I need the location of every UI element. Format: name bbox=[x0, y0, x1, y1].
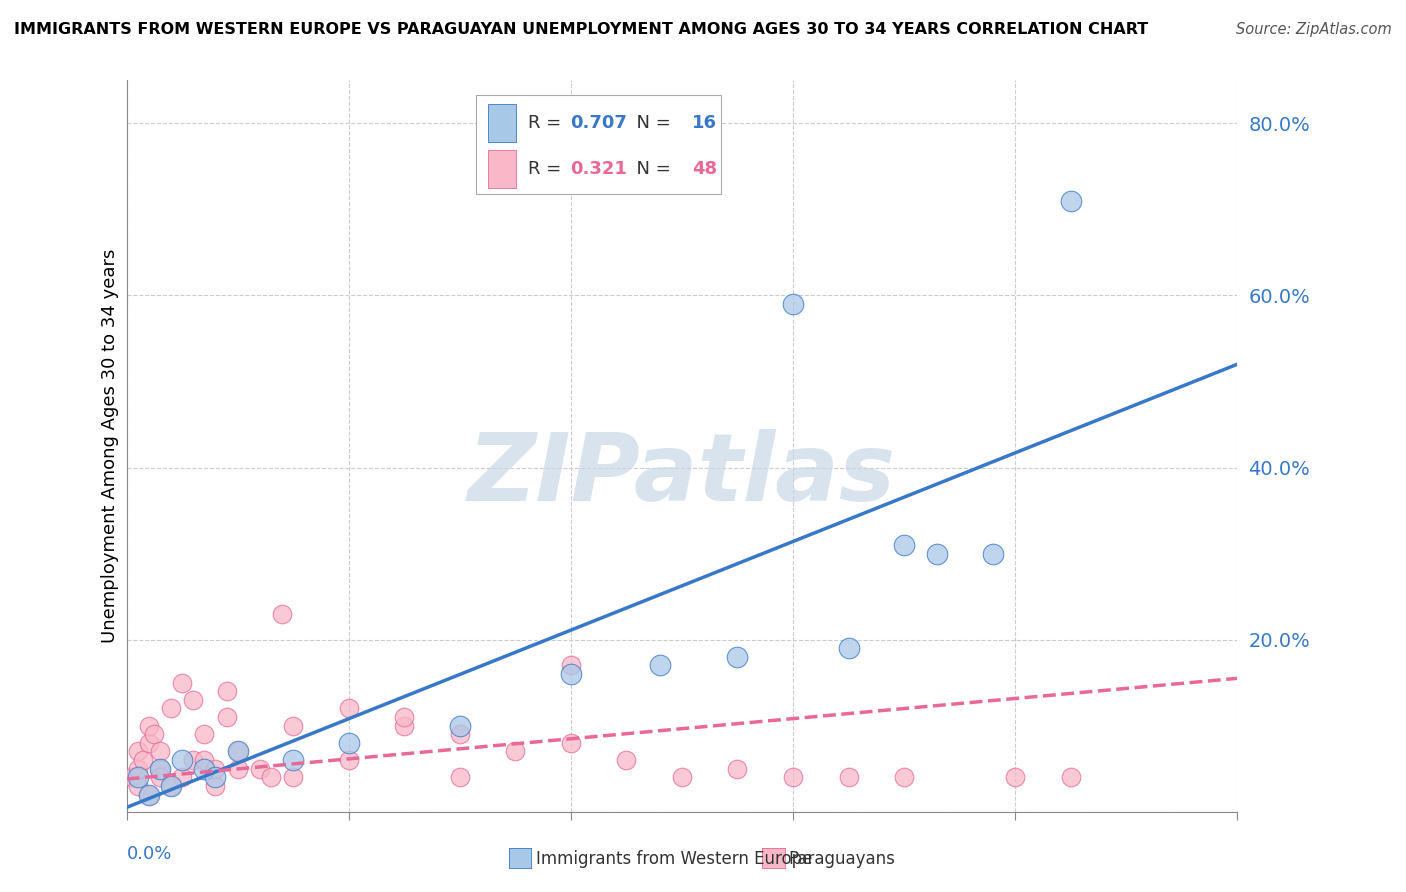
Point bbox=[138, 788, 160, 802]
Point bbox=[727, 762, 749, 776]
Point bbox=[394, 710, 416, 724]
Point bbox=[204, 770, 226, 784]
Point bbox=[215, 684, 238, 698]
Point bbox=[138, 736, 160, 750]
Point bbox=[149, 744, 172, 758]
Point bbox=[981, 547, 1004, 561]
Point bbox=[160, 779, 183, 793]
Point bbox=[193, 727, 215, 741]
Point bbox=[337, 701, 360, 715]
Point bbox=[893, 770, 915, 784]
Point bbox=[138, 719, 160, 733]
FancyBboxPatch shape bbox=[488, 150, 516, 188]
Point bbox=[281, 719, 304, 733]
FancyBboxPatch shape bbox=[477, 95, 721, 194]
Text: IMMIGRANTS FROM WESTERN EUROPE VS PARAGUAYAN UNEMPLOYMENT AMONG AGES 30 TO 34 YE: IMMIGRANTS FROM WESTERN EUROPE VS PARAGU… bbox=[14, 22, 1149, 37]
Point bbox=[127, 744, 149, 758]
Point bbox=[215, 710, 238, 724]
Text: N =: N = bbox=[626, 160, 676, 178]
Point bbox=[727, 649, 749, 664]
Point bbox=[614, 753, 637, 767]
Text: R =: R = bbox=[527, 113, 567, 131]
Point bbox=[181, 753, 204, 767]
Point bbox=[226, 744, 249, 758]
Point bbox=[648, 658, 671, 673]
Text: 0.707: 0.707 bbox=[569, 113, 627, 131]
Point bbox=[226, 762, 249, 776]
Point bbox=[394, 719, 416, 733]
Point bbox=[927, 547, 949, 561]
Point bbox=[127, 770, 149, 784]
Point bbox=[337, 736, 360, 750]
Point bbox=[149, 770, 172, 784]
Point bbox=[560, 658, 582, 673]
Point bbox=[782, 297, 804, 311]
Point bbox=[893, 538, 915, 552]
Point bbox=[337, 753, 360, 767]
Point bbox=[1060, 770, 1083, 784]
Point bbox=[560, 667, 582, 681]
Text: Immigrants from Western Europe: Immigrants from Western Europe bbox=[536, 850, 813, 868]
Point bbox=[149, 762, 172, 776]
Point bbox=[127, 779, 149, 793]
Text: 48: 48 bbox=[692, 160, 717, 178]
Point bbox=[560, 736, 582, 750]
Point bbox=[782, 770, 804, 784]
Point bbox=[260, 770, 283, 784]
Point bbox=[193, 762, 215, 776]
Text: ZIPatlas: ZIPatlas bbox=[468, 429, 896, 521]
Point bbox=[172, 770, 194, 784]
Point bbox=[172, 675, 194, 690]
Point bbox=[838, 770, 860, 784]
Point bbox=[449, 719, 471, 733]
Text: 0.0%: 0.0% bbox=[127, 845, 172, 863]
Point bbox=[138, 788, 160, 802]
Point bbox=[838, 641, 860, 656]
Point bbox=[503, 744, 526, 758]
Point bbox=[281, 770, 304, 784]
Point bbox=[226, 744, 249, 758]
Point bbox=[449, 727, 471, 741]
Point bbox=[204, 779, 226, 793]
Point bbox=[1004, 770, 1026, 784]
Point bbox=[249, 762, 271, 776]
Y-axis label: Unemployment Among Ages 30 to 34 years: Unemployment Among Ages 30 to 34 years bbox=[101, 249, 120, 643]
Point bbox=[127, 762, 149, 776]
Point bbox=[172, 753, 194, 767]
Point bbox=[160, 701, 183, 715]
Point bbox=[271, 607, 294, 621]
Point bbox=[121, 770, 143, 784]
Point bbox=[143, 727, 166, 741]
Point bbox=[281, 753, 304, 767]
Point bbox=[449, 770, 471, 784]
Text: R =: R = bbox=[527, 160, 567, 178]
Text: 16: 16 bbox=[692, 113, 717, 131]
Text: Source: ZipAtlas.com: Source: ZipAtlas.com bbox=[1236, 22, 1392, 37]
Point bbox=[149, 762, 172, 776]
Point bbox=[1060, 194, 1083, 208]
Point bbox=[193, 753, 215, 767]
Text: 0.321: 0.321 bbox=[569, 160, 627, 178]
Point bbox=[132, 753, 155, 767]
Point bbox=[671, 770, 693, 784]
FancyBboxPatch shape bbox=[488, 103, 516, 142]
Point bbox=[181, 693, 204, 707]
Text: N =: N = bbox=[626, 113, 676, 131]
Text: Paraguayans: Paraguayans bbox=[789, 850, 896, 868]
Point bbox=[204, 762, 226, 776]
Point bbox=[160, 779, 183, 793]
